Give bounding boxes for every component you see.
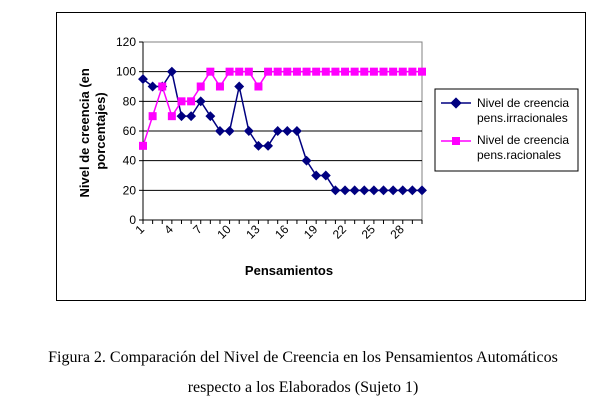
data-point bbox=[253, 140, 264, 151]
data-point bbox=[263, 140, 274, 151]
x-tick-label: 19 bbox=[301, 222, 321, 242]
data-point bbox=[215, 82, 224, 91]
data-point bbox=[244, 67, 253, 76]
data-point bbox=[340, 185, 350, 196]
caption-line-1: Figura 2. Comparación del Nivel de Creen… bbox=[48, 349, 558, 366]
data-point bbox=[177, 97, 186, 106]
data-point bbox=[196, 82, 205, 91]
data-point bbox=[148, 112, 157, 121]
data-point bbox=[408, 67, 417, 76]
y-tick-label: 120 bbox=[116, 35, 136, 49]
data-point bbox=[302, 67, 311, 76]
data-point bbox=[398, 67, 407, 76]
data-point bbox=[176, 111, 187, 122]
x-tick-label: 4 bbox=[161, 222, 176, 237]
data-point bbox=[139, 141, 147, 150]
data-point bbox=[388, 185, 399, 196]
data-point bbox=[186, 111, 197, 122]
data-point bbox=[418, 67, 426, 76]
chart-frame: 0 20 40 60 80 100 120 1 4 7 10 13 16 19 22 25 28 Nivel … bbox=[56, 12, 586, 301]
data-point bbox=[167, 112, 176, 121]
data-point bbox=[368, 185, 379, 196]
data-point bbox=[225, 67, 234, 76]
y-tick-label: 100 bbox=[116, 65, 136, 79]
y-axis-title: Nivel de creencia (en porcentajes) bbox=[77, 65, 108, 198]
data-point bbox=[378, 185, 389, 196]
data-point bbox=[341, 67, 350, 76]
data-point bbox=[282, 126, 293, 136]
data-point bbox=[205, 111, 216, 122]
data-point bbox=[291, 126, 302, 136]
data-point bbox=[321, 67, 330, 76]
legend-item-irracionales: Nivel de creencia pens.irracionales bbox=[441, 96, 572, 125]
data-point bbox=[283, 67, 292, 76]
data-point bbox=[350, 67, 359, 76]
x-tick-label: 28 bbox=[388, 222, 408, 242]
data-point bbox=[224, 126, 235, 136]
legend-label-rac-1: Nivel de creencia bbox=[477, 133, 569, 147]
data-point bbox=[254, 82, 263, 91]
caption-line-2: respecto a los Elaborados (Sujeto 1) bbox=[187, 379, 419, 396]
legend: Nivel de creencia pens.irracionales Nive… bbox=[434, 88, 579, 172]
data-point bbox=[407, 185, 418, 196]
x-axis-title: Pensamientos bbox=[245, 263, 333, 278]
x-tick-label: 22 bbox=[330, 222, 350, 242]
data-point bbox=[349, 185, 360, 196]
data-point bbox=[359, 185, 370, 196]
legend-label-irr-1: Nivel de creencia bbox=[477, 96, 569, 110]
figure-caption: Figura 2. Comparación del Nivel de Creen… bbox=[0, 343, 606, 403]
data-point bbox=[292, 67, 301, 76]
x-tick-label: 1 bbox=[132, 222, 147, 237]
data-point bbox=[417, 185, 427, 196]
data-point bbox=[397, 185, 408, 196]
data-point bbox=[234, 81, 245, 92]
y-tick-label: 60 bbox=[123, 124, 137, 138]
data-point bbox=[215, 126, 225, 136]
y-tick-label: 20 bbox=[123, 183, 137, 197]
data-point bbox=[243, 126, 254, 136]
data-point bbox=[272, 126, 283, 136]
data-point bbox=[273, 67, 282, 76]
data-point bbox=[312, 67, 321, 76]
x-tick-label: 7 bbox=[190, 222, 205, 237]
data-point bbox=[330, 185, 341, 196]
y-tick-label: 40 bbox=[123, 154, 137, 168]
data-point bbox=[320, 170, 331, 181]
line-chart: 0 20 40 60 80 100 120 1 4 7 10 13 16 19 22 25 28 Nivel … bbox=[77, 35, 579, 278]
data-point bbox=[195, 96, 206, 107]
data-point bbox=[235, 67, 244, 76]
data-point bbox=[331, 67, 340, 76]
x-tick-label: 16 bbox=[272, 222, 292, 242]
legend-label-rac-2: pens.racionales bbox=[477, 148, 561, 162]
y-tick-labels: 0 20 40 60 80 100 120 bbox=[116, 35, 136, 227]
data-point bbox=[369, 67, 378, 76]
data-point bbox=[166, 66, 177, 77]
x-tick-label: 13 bbox=[243, 222, 263, 242]
svg-text:Nivel de creencia pe: Nivel de creencia pens.racionales bbox=[477, 133, 572, 162]
svg-text:Nivel de creencia pe: Nivel de creencia pens.irracionales bbox=[477, 96, 572, 125]
data-point bbox=[264, 67, 273, 76]
legend-label-irr-2: pens.irracionales bbox=[477, 111, 568, 125]
data-point bbox=[389, 67, 398, 76]
data-point bbox=[187, 97, 196, 106]
data-point bbox=[301, 155, 312, 166]
data-point bbox=[206, 67, 215, 76]
data-point bbox=[379, 67, 388, 76]
data-point bbox=[147, 81, 158, 92]
x-tick-label: 25 bbox=[359, 222, 379, 242]
legend-item-racionales: Nivel de creencia pens.racionales bbox=[441, 133, 572, 162]
data-point bbox=[158, 82, 167, 91]
data-point bbox=[360, 67, 369, 76]
data-point bbox=[311, 170, 322, 181]
y-tick-label: 80 bbox=[123, 94, 137, 108]
x-tick-label: 10 bbox=[214, 222, 234, 242]
x-tick-labels: 1 4 7 10 13 16 19 22 25 28 bbox=[132, 222, 407, 242]
y-tick-label: 0 bbox=[129, 213, 136, 227]
series-group bbox=[138, 66, 427, 196]
